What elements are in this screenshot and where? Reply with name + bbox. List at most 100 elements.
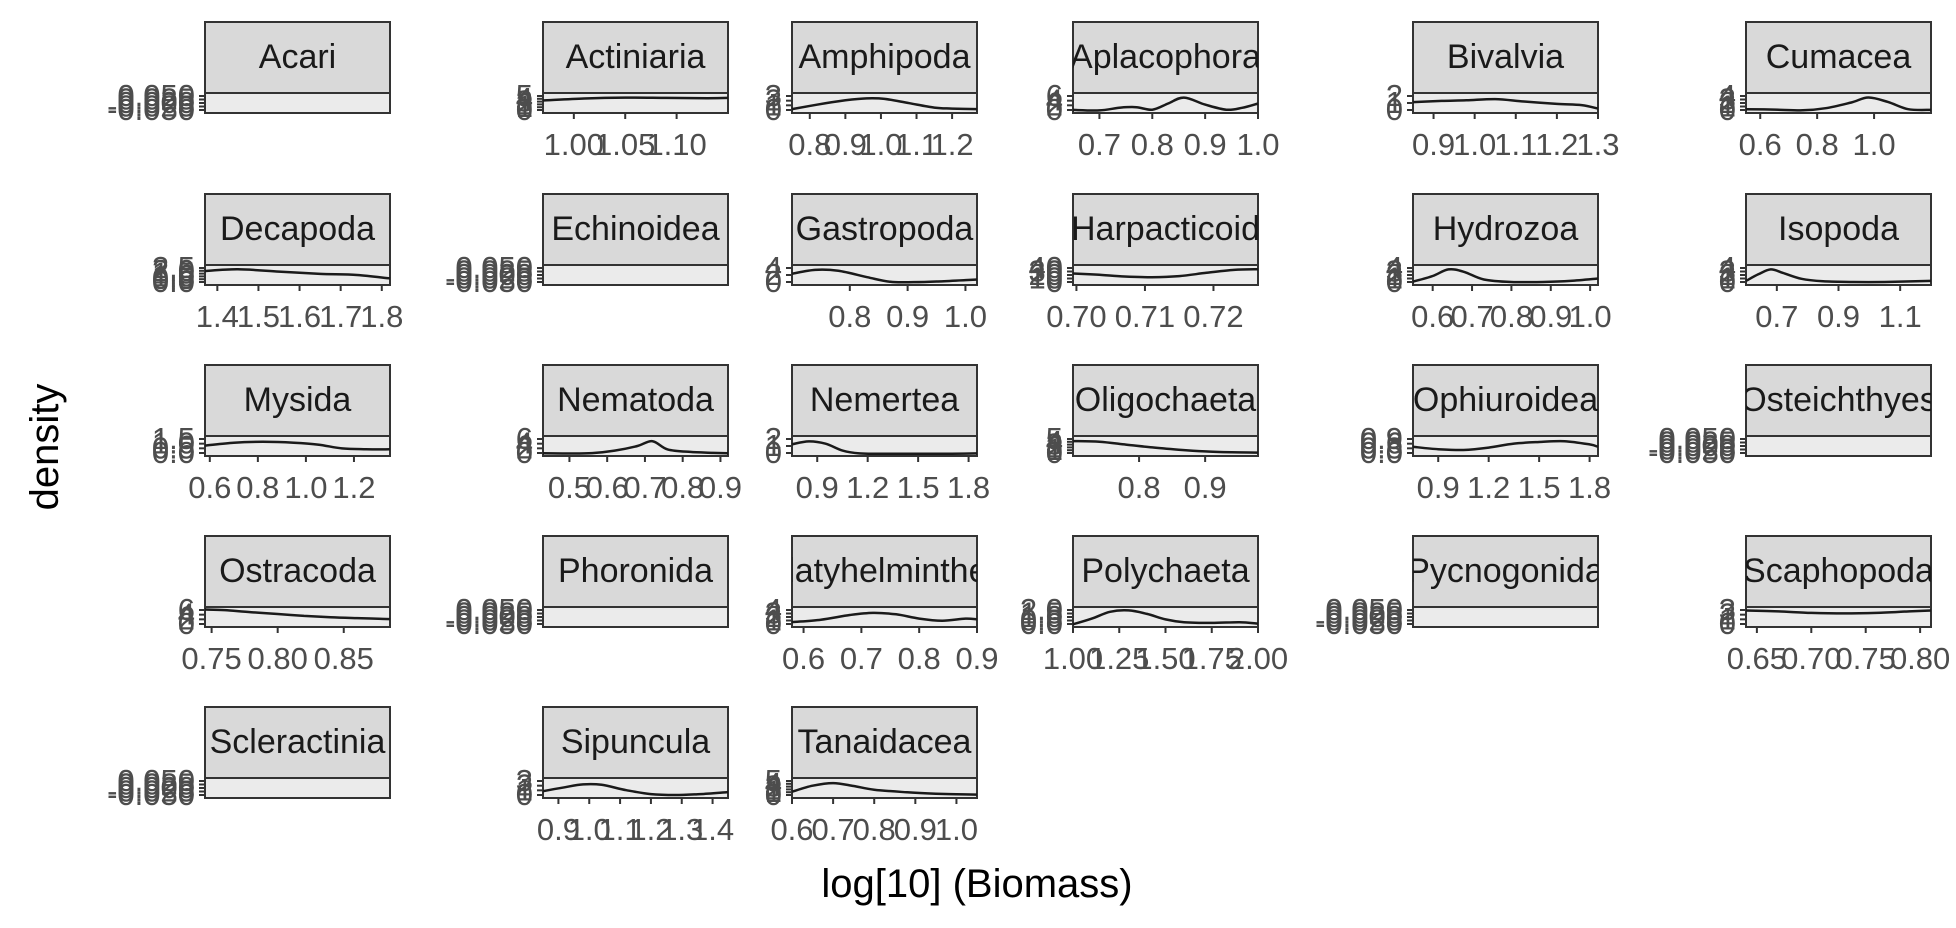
density-line: [542, 439, 729, 455]
strip-background: [1412, 535, 1599, 608]
strip-background: [204, 535, 391, 608]
x-tick-label: 1.00: [544, 127, 604, 162]
y-tick-label: -0.025: [1648, 432, 1736, 467]
y-tick-label: 3: [1719, 254, 1736, 289]
y-tick-label: 0.0: [152, 435, 195, 470]
y-tick-label: 0.025: [455, 596, 533, 631]
y-tick-label: -0.025: [445, 603, 533, 638]
x-tick-label: 1.75: [1182, 641, 1242, 676]
panel-background: [1745, 435, 1932, 457]
y-tick-label: 1: [1719, 89, 1736, 124]
y-tick-label: 1: [516, 89, 533, 124]
density-line: [204, 268, 391, 280]
panel-background: [204, 92, 391, 114]
x-tick-label: 0.9: [955, 641, 998, 676]
y-tick-label: -0.050: [107, 92, 195, 127]
panel-background: [542, 92, 729, 114]
y-tick-label: 0.6: [1360, 426, 1403, 461]
density-line: [1072, 609, 1259, 626]
x-tick-label: 1.8: [360, 299, 403, 334]
x-tick-label: 0.8: [1131, 127, 1174, 162]
x-tick-label: 1.0: [284, 470, 327, 505]
x-tick-label: 1.0: [1569, 299, 1612, 334]
panel-background: [1072, 606, 1259, 628]
x-tick-label: 1.1: [599, 812, 642, 847]
strip-background: [1745, 193, 1932, 266]
y-tick-label: 1: [1719, 601, 1736, 636]
strip-label: Ostracoda: [219, 552, 376, 590]
x-tick-label: 0.6: [1739, 127, 1782, 162]
y-tick-label: 2: [516, 430, 533, 465]
y-tick-label: 1: [1046, 432, 1063, 467]
strip-label: Nemertea: [810, 381, 959, 419]
y-tick-label: 4: [516, 81, 533, 116]
density-line: [1745, 268, 1932, 284]
x-tick-label: 0.85: [314, 641, 374, 676]
strip-background: [1072, 21, 1259, 94]
y-tick-label: 4: [765, 766, 782, 801]
y-tick-label: 2.5: [152, 250, 195, 285]
y-tick-label: 1: [1386, 261, 1403, 296]
density-line: [1412, 97, 1599, 110]
y-tick-label: 0.0: [1360, 435, 1403, 470]
y-tick-label: 2: [178, 601, 195, 636]
panel-background: [542, 264, 729, 286]
y-tick-label: 6: [516, 421, 533, 456]
y-tick-label: 0: [516, 435, 533, 470]
density-line: [1072, 439, 1259, 454]
x-axis-title: log[10] (Biomass): [821, 862, 1132, 906]
x-tick-label: 1.0: [1453, 127, 1496, 162]
y-tick-label: 2: [1386, 257, 1403, 292]
y-tick-label: 3: [1719, 82, 1736, 117]
y-tick-label: 10: [1029, 261, 1063, 296]
x-tick-label: 1.8: [1568, 470, 1611, 505]
x-tick-label: 1.0: [1853, 127, 1896, 162]
y-tick-label: 0.025: [1658, 425, 1736, 460]
density-line: [1412, 267, 1599, 284]
x-tick-label: 1.0: [935, 812, 978, 847]
y-tick-label: 1.5: [1020, 596, 1063, 631]
y-tick-label: 0: [516, 777, 533, 812]
x-tick-label: 0.75: [181, 641, 241, 676]
y-tick-label: 4: [1046, 424, 1063, 459]
x-tick-label: 1.4: [196, 299, 239, 334]
strip-label: Platyhelminthes: [764, 552, 1004, 590]
x-tick-label: 0.75: [1836, 641, 1896, 676]
y-tick-label: 4: [765, 592, 782, 627]
strip-background: [1745, 535, 1932, 608]
y-tick-label: 1.0: [152, 258, 195, 293]
y-tick-label: 0: [1046, 264, 1063, 299]
x-tick-label: 2.00: [1228, 641, 1288, 676]
y-tick-label: 0: [516, 92, 533, 127]
density-line: [1745, 609, 1932, 615]
y-tick-label: 4: [1046, 83, 1063, 118]
y-tick-label: 0.000: [1658, 428, 1736, 463]
density-line: [1072, 96, 1259, 112]
x-tick-label: 0.9: [1184, 127, 1227, 162]
x-tick-label: 1.1: [1494, 127, 1537, 162]
y-tick-label: 3: [765, 78, 782, 113]
y-tick-label: 0.050: [455, 250, 533, 285]
strip-background: [1745, 21, 1932, 94]
y-tick-label: 0.050: [1325, 592, 1403, 627]
x-tick-label: 1.6: [278, 299, 321, 334]
y-tick-label: 0.025: [1325, 596, 1403, 631]
x-tick-label: 0.6: [188, 470, 231, 505]
strip-label: Polychaeta: [1081, 552, 1249, 590]
x-tick-label: 0.80: [248, 641, 308, 676]
y-tick-label: -0.025: [1315, 603, 1403, 638]
y-tick-label: 3: [516, 84, 533, 119]
x-tick-label: 0.8: [853, 812, 896, 847]
strip-background: [542, 706, 729, 779]
x-tick-label: 1.10: [646, 127, 706, 162]
x-tick-label: 0.9: [537, 812, 580, 847]
y-tick-label: 0: [1719, 92, 1736, 127]
x-tick-label: 0.5: [548, 470, 591, 505]
strip-label: Acari: [259, 38, 336, 76]
